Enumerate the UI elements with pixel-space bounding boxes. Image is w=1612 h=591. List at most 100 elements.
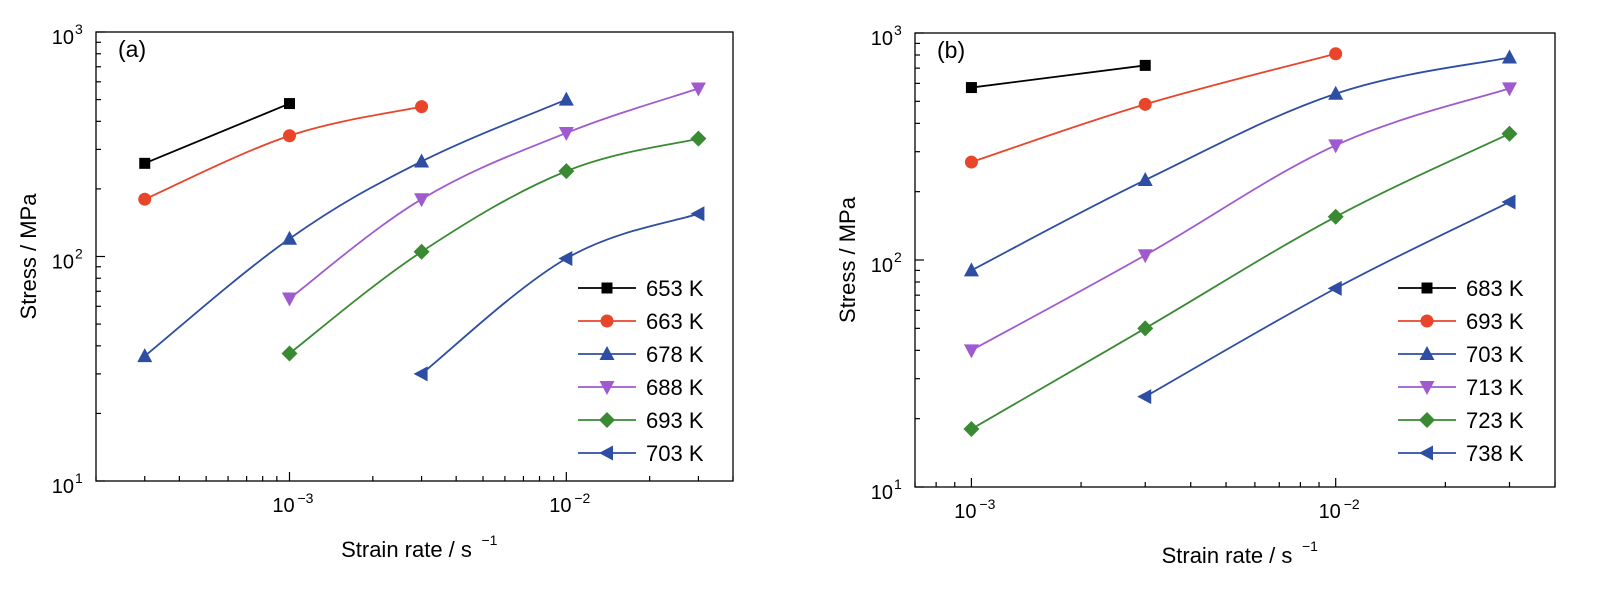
legend-label: 723 K	[1466, 408, 1524, 433]
legend: 653 K 663 K 678 K 688 K 693 K 703 K	[578, 276, 704, 466]
legend-marker	[1420, 314, 1434, 328]
y-tick-label-exponent: 3	[75, 21, 83, 37]
legend-item: 703 K	[1398, 342, 1524, 367]
series-713-k	[963, 82, 1517, 359]
data-point-marker	[1501, 125, 1518, 142]
x-tick-label-exponent: −2	[574, 490, 590, 506]
data-point-marker	[1137, 172, 1153, 187]
series-693-k	[281, 130, 707, 362]
data-point-marker	[558, 250, 573, 266]
x-tick-label-exponent: −2	[1344, 496, 1360, 512]
series-703-k	[963, 49, 1517, 277]
data-point-marker	[139, 157, 151, 169]
data-point-marker	[283, 98, 295, 110]
x-tick-label-exponent: −3	[979, 496, 995, 512]
legend-marker	[1419, 445, 1433, 461]
legend-item: 653 K	[578, 276, 704, 301]
data-point-marker	[1137, 389, 1152, 405]
series-653-k	[139, 98, 295, 169]
data-point-marker	[1328, 139, 1344, 154]
x-axis-title: Strain rate / s	[341, 537, 472, 562]
data-point-marker	[282, 129, 296, 143]
series-703-k	[413, 206, 705, 382]
y-tick-label: 10	[871, 482, 893, 504]
series-738-k	[1137, 194, 1516, 405]
x-tick-label: 10	[549, 495, 571, 517]
legend-marker	[599, 445, 613, 461]
data-point-marker	[137, 348, 153, 363]
data-point-marker	[413, 243, 430, 260]
legend-item: 683 K	[1398, 276, 1524, 301]
legend-marker	[600, 314, 614, 328]
legend-label: 653 K	[646, 276, 704, 301]
legend-item: 693 K	[578, 408, 704, 433]
data-point-marker	[414, 153, 430, 168]
legend-marker	[601, 282, 613, 294]
legend-marker	[599, 346, 615, 360]
data-point-marker	[558, 91, 574, 106]
legend-item: 688 K	[578, 375, 704, 400]
x-tick-label-exponent: −3	[297, 490, 313, 506]
legend-marker	[1419, 412, 1435, 428]
y-tick-label: 10	[871, 28, 893, 50]
legend-marker	[1419, 346, 1435, 360]
legend-label: 693 K	[1466, 309, 1524, 334]
legend-item: 713 K	[1398, 375, 1524, 400]
y-tick-label: 10	[52, 252, 74, 274]
data-point-marker	[558, 126, 574, 141]
plot-frame	[914, 32, 1556, 488]
series-678-k	[137, 91, 574, 363]
series-line	[144, 105, 422, 201]
panel-label: (a)	[118, 36, 146, 62]
legend: 683 K 693 K 703 K 713 K 723 K 738 K	[1398, 276, 1524, 466]
y-axis-title: Stress / MPa	[16, 193, 41, 320]
series-line	[970, 132, 1510, 430]
data-point-marker	[558, 163, 575, 180]
data-point-marker	[1329, 47, 1343, 61]
series-663-k	[138, 100, 429, 206]
legend-item: 723 K	[1398, 408, 1524, 433]
series-688-k	[281, 82, 706, 307]
legend-marker	[599, 381, 615, 395]
series-line	[144, 98, 567, 357]
data-point-marker	[281, 292, 297, 307]
panel-label: (b)	[937, 37, 965, 63]
data-point-marker	[1501, 194, 1516, 210]
data-point-marker	[413, 366, 428, 382]
data-point-marker	[414, 193, 430, 208]
series-line	[288, 87, 699, 300]
series-683-k	[965, 59, 1151, 94]
series-line	[144, 102, 290, 165]
data-point-marker	[963, 262, 979, 277]
x-tick-label: 10	[954, 501, 976, 523]
data-point-marker	[415, 100, 429, 114]
y-tick-label-exponent: 3	[894, 22, 902, 38]
legend-item: 663 K	[578, 309, 704, 334]
y-axis-title: Stress / MPa	[835, 196, 860, 323]
series-line	[1144, 201, 1510, 398]
data-point-marker	[1327, 208, 1344, 225]
legend-label: 683 K	[1466, 276, 1524, 301]
x-axis-title-exponent: −1	[482, 532, 498, 548]
series-693-k	[964, 47, 1343, 169]
legend-label: 703 K	[1466, 342, 1524, 367]
y-tick-label-exponent: 2	[75, 246, 83, 262]
y-tick-label-exponent: 1	[75, 470, 83, 486]
x-axis-title: Strain rate / s	[1162, 543, 1293, 568]
y-tick-label: 10	[871, 255, 893, 277]
data-point-marker	[965, 82, 977, 94]
x-tick-label: 10	[272, 495, 294, 517]
x-tick-label: 10	[1319, 501, 1341, 523]
series-line	[970, 87, 1510, 352]
legend-label: 738 K	[1466, 441, 1524, 466]
legend-item: 703 K	[578, 441, 704, 466]
series-723-k	[963, 125, 1518, 438]
legend-label: 703 K	[646, 441, 704, 466]
data-point-marker	[690, 82, 706, 97]
y-tick-label: 10	[52, 27, 74, 49]
data-point-marker	[1327, 280, 1342, 296]
legend-label: 693 K	[646, 408, 704, 433]
legend-label: 713 K	[1466, 375, 1524, 400]
